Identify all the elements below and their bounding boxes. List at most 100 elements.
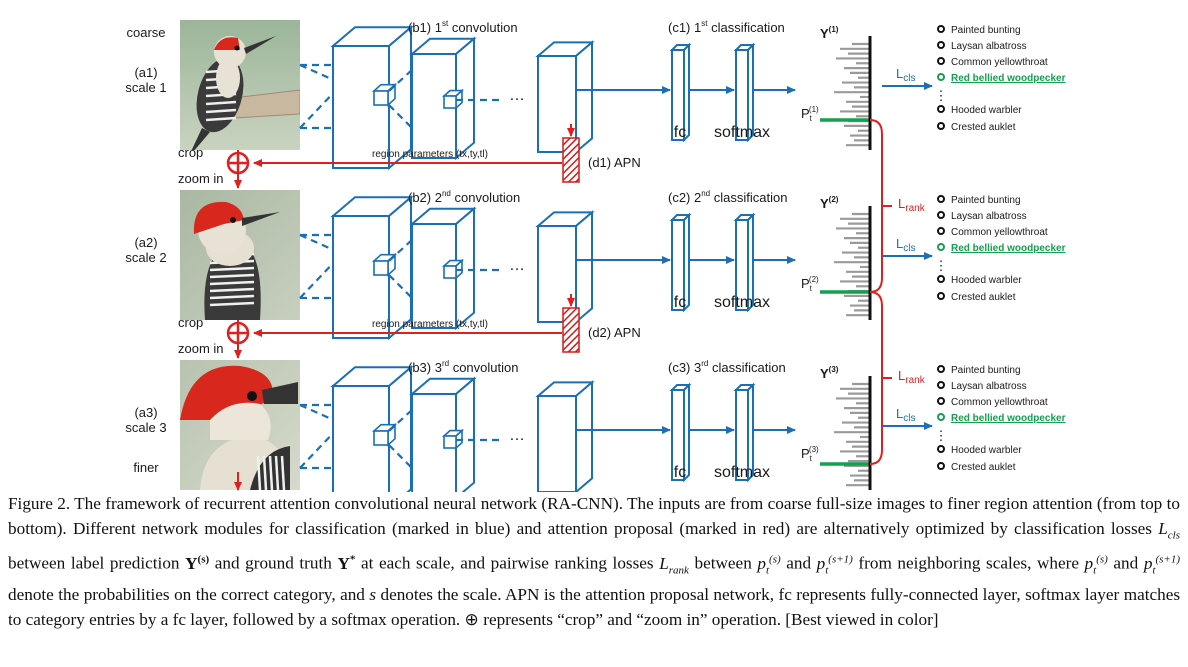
fc-label-2: fc xyxy=(674,294,686,311)
caption-math-pts: pt(s) xyxy=(757,553,781,577)
caption-math-pts1: pt(s+1) xyxy=(816,553,853,577)
scale-name-2: scale 2 xyxy=(125,250,166,265)
apn-box-2 xyxy=(562,307,580,353)
class-vdots-3: ⋮ xyxy=(935,428,948,443)
caption-math-s: s xyxy=(369,585,377,605)
fc-bar-2 xyxy=(669,212,692,313)
class-label-2-3: Red bellied woodpecker xyxy=(951,243,1066,254)
softmax-bar-2 xyxy=(733,212,756,313)
dash-b-1 xyxy=(299,63,339,84)
scale-id-1: (a1) xyxy=(134,65,157,80)
caption-math-ystar: Y* xyxy=(337,553,356,574)
class-dot-2-5 xyxy=(937,292,945,300)
row-top-label-1: coarse xyxy=(126,25,165,40)
score-bars-2 xyxy=(820,206,872,320)
lrank-label-2: Lrank xyxy=(898,368,926,386)
p-label-3: Pt(3) xyxy=(801,445,819,463)
zoom-label-1: zoom in xyxy=(178,171,224,186)
caption-text-3: and ground truth xyxy=(209,554,338,574)
conv-block-3-1 xyxy=(535,40,595,155)
conv-block-2-1 xyxy=(409,36,477,161)
y-label-1: Y(1) xyxy=(820,25,839,41)
conv-block-1-3 xyxy=(330,365,414,492)
dash-f-2 xyxy=(388,274,415,301)
scale-name-1: scale 1 xyxy=(125,80,166,95)
softmax-label-1: softmax xyxy=(714,124,770,141)
class-dot-3-2 xyxy=(937,397,945,405)
bird-image-3 xyxy=(180,360,300,490)
caption-text-6: and xyxy=(780,554,817,574)
scale-name-3: scale 3 xyxy=(125,420,166,435)
dash-c-1 xyxy=(299,87,339,129)
kernel-1-2 xyxy=(371,252,398,277)
dash-c-3 xyxy=(299,427,339,469)
class-dot-3-3 xyxy=(937,413,945,421)
class-label-3-5: Crested auklet xyxy=(951,462,1016,473)
score-bars-3 xyxy=(820,376,872,490)
conv-block-2-2 xyxy=(409,206,477,331)
cls-title-1: (c1) 1st classification xyxy=(668,19,785,35)
dash-b-3 xyxy=(299,403,339,424)
caption-text-5: between xyxy=(688,554,758,574)
class-dot-1-0 xyxy=(937,25,945,33)
conv-block-1-2 xyxy=(330,195,414,341)
class-label-2-1: Laysan albatross xyxy=(951,211,1027,222)
caption-math-pts-b: pt(s) xyxy=(1084,553,1108,577)
caption-text-4: at each scale, and pairwise ranking loss… xyxy=(355,554,660,574)
class-dot-2-4 xyxy=(937,275,945,283)
class-dot-1-3 xyxy=(937,73,945,81)
softmax-label-3: softmax xyxy=(714,464,770,481)
lcls-label-2: Lcls xyxy=(896,236,915,254)
class-label-3-3: Red bellied woodpecker xyxy=(951,413,1066,424)
ellipsis-1: … xyxy=(509,87,525,104)
class-dot-3-5 xyxy=(937,462,945,470)
class-vdots-1: ⋮ xyxy=(935,88,948,103)
class-label-3-2: Common yellowthroat xyxy=(951,397,1048,408)
p-label-2: Pt(2) xyxy=(801,275,819,293)
caption-text-8: and xyxy=(1107,554,1144,574)
lcls-label-3: Lcls xyxy=(896,406,915,424)
fc-bar-3 xyxy=(669,382,692,483)
class-label-1-0: Painted bunting xyxy=(951,25,1021,36)
caption-math-lrank: Lrank xyxy=(659,554,689,577)
class-dot-1-4 xyxy=(937,105,945,113)
ellipsis-3: … xyxy=(509,427,525,444)
class-label-2-5: Crested auklet xyxy=(951,292,1016,303)
row-bottom-label-3: finer xyxy=(133,460,159,475)
class-dot-2-3 xyxy=(937,243,945,251)
softmax-bar-1 xyxy=(733,42,756,143)
caption-text-7: from neighboring scales, where xyxy=(852,554,1085,574)
fc-label-1: fc xyxy=(674,124,686,141)
region-params-label-1: region parameters (tx,ty,tl) xyxy=(372,149,488,160)
caption-math-pts1-b: pt(s+1) xyxy=(1143,553,1180,577)
region-params-label-2: region parameters (tx,ty,tl) xyxy=(372,319,488,330)
dash-f-3 xyxy=(388,444,415,471)
ellipsis-2: … xyxy=(509,257,525,274)
conv-block-3-3 xyxy=(535,380,595,492)
class-dot-1-5 xyxy=(937,122,945,130)
softmax-bar-3 xyxy=(733,382,756,483)
apn-label-2: (d2) APN xyxy=(588,325,641,340)
class-label-1-3: Red bellied woodpecker xyxy=(951,73,1066,84)
rank-link-2 xyxy=(869,291,883,465)
apn-box-1 xyxy=(562,137,580,183)
class-dot-3-1 xyxy=(937,381,945,389)
zoom-label-2: zoom in xyxy=(178,341,224,356)
figure-caption: Figure 2. The framework of recurrent att… xyxy=(8,492,1180,632)
y-label-3: Y(3) xyxy=(820,365,839,381)
conv-title-1: (b1) 1st convolution xyxy=(408,19,518,35)
class-label-1-4: Hooded warbler xyxy=(951,105,1022,116)
class-label-2-0: Painted bunting xyxy=(951,195,1021,206)
class-label-1-2: Common yellowthroat xyxy=(951,57,1048,68)
conv-block-2-3 xyxy=(409,376,477,492)
fc-bar-1 xyxy=(669,42,692,143)
caption-text-1: Figure 2. The framework of recurrent att… xyxy=(8,494,1180,538)
dash-f-1 xyxy=(388,104,415,131)
kernel-1-1 xyxy=(371,82,398,107)
cls-title-2: (c2) 2nd classification xyxy=(668,189,787,205)
y-label-2: Y(2) xyxy=(820,195,839,211)
class-label-3-1: Laysan albatross xyxy=(951,381,1027,392)
dash-e-1 xyxy=(388,67,415,92)
caption-text-9: denote the probabilities on the correct … xyxy=(8,585,370,605)
